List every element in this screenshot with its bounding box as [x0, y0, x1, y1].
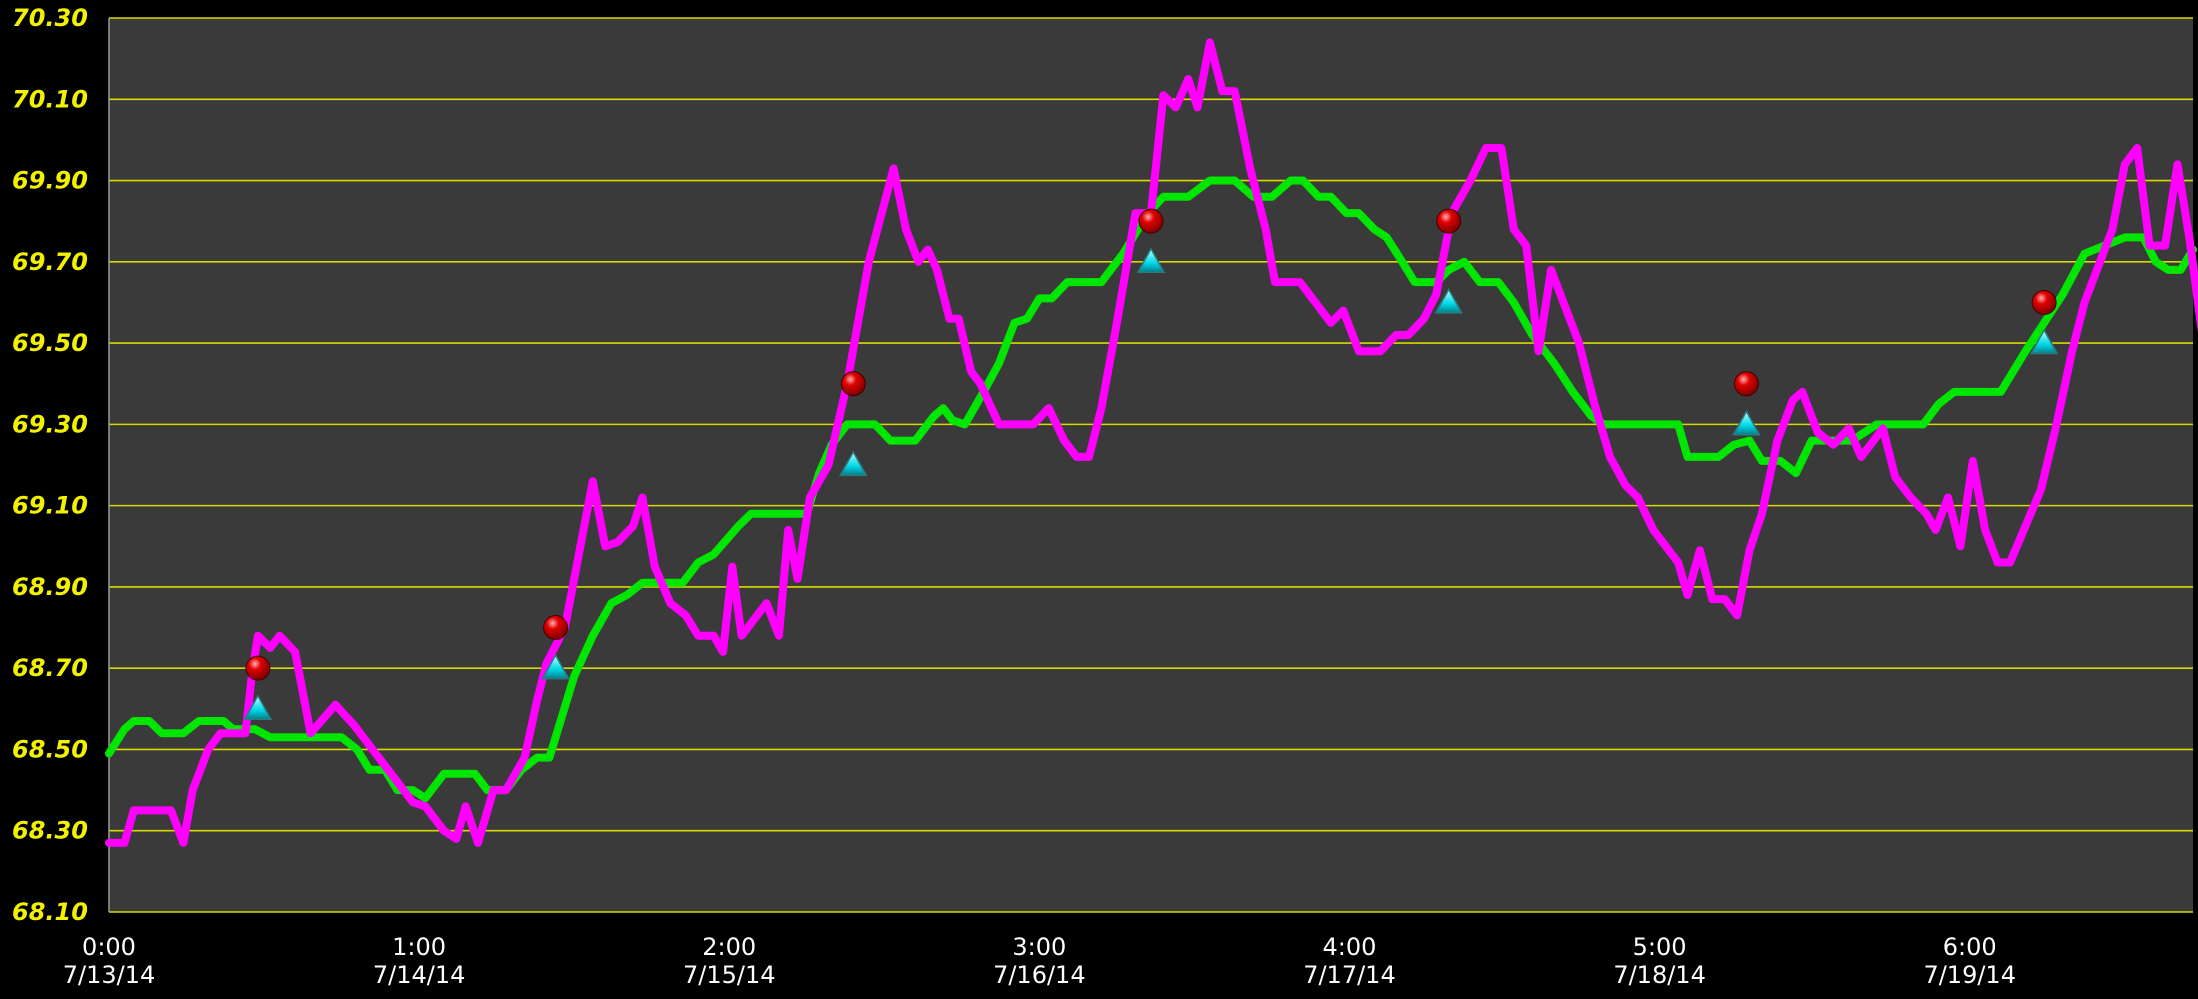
y-tick-label: 68.30	[12, 817, 88, 845]
cyan-triangle-marker	[1136, 247, 1166, 273]
x-tick-time-label: 2:00	[702, 933, 756, 961]
x-tick-time-label: 3:00	[1012, 933, 1066, 961]
cyan-triangle-marker	[1732, 409, 1761, 436]
y-tick-label: 68.50	[12, 735, 88, 763]
plot-area	[109, 18, 2193, 912]
y-tick-label: 69.90	[12, 167, 88, 195]
red-circle-marker	[2031, 289, 2057, 315]
cyan-triangle-marker	[541, 653, 570, 680]
x-axis-ticks: 0:007/13/141:007/14/142:007/15/143:007/1…	[63, 933, 2016, 989]
x-tick-date-label: 7/14/14	[373, 961, 466, 989]
x-tick-time-label: 4:00	[1323, 933, 1377, 961]
red-circle-marker	[1436, 208, 1462, 234]
red-circle-marker	[245, 655, 271, 681]
x-tick-date-label: 7/15/14	[683, 961, 776, 989]
y-tick-label: 69.70	[12, 248, 88, 276]
y-axis-ticks: 68.10 68.30 68.50 68.70 68.90 69.10 69.30 69.50…	[12, 4, 88, 926]
y-tick-label: 68.90	[12, 573, 88, 601]
x-tick-time-label: 5:00	[1633, 933, 1687, 961]
x-tick-date-label: 7/19/14	[1923, 961, 2016, 989]
y-tick-label: 69.50	[12, 329, 88, 357]
series-layer	[105, 38, 2198, 847]
y-tick-label: 69.10	[12, 492, 88, 520]
y-tick-label: 68.70	[12, 654, 88, 682]
y-tick-label: 70.10	[12, 85, 88, 113]
cyan-triangle-marker	[243, 694, 273, 720]
x-tick-date-label: 7/17/14	[1303, 961, 1396, 989]
red-circle-marker	[1733, 371, 1759, 397]
cyan-triangle-marker	[2029, 328, 2059, 355]
magenta-series-line	[105, 38, 2198, 847]
x-tick-date-label: 7/13/14	[63, 961, 156, 989]
x-tick-date-label: 7/18/14	[1613, 961, 1706, 989]
y-tick-label: 70.30	[12, 4, 88, 32]
green-series-line	[105, 176, 2197, 803]
x-tick-date-label: 7/16/14	[993, 961, 1086, 989]
cyan-triangle-marker	[1434, 287, 1463, 314]
x-tick-time-label: 6:00	[1943, 933, 1997, 961]
x-tick-time-label: 1:00	[392, 933, 446, 961]
cyan-triangle-marker	[839, 450, 868, 477]
red-circle-marker	[1138, 208, 1164, 234]
x-tick-time-label: 0:00	[82, 933, 136, 961]
y-tick-label: 68.10	[12, 898, 88, 926]
y-tick-label: 69.30	[12, 410, 88, 438]
red-circle-marker	[840, 371, 866, 397]
marker-layer	[243, 208, 2059, 720]
red-circle-marker	[543, 615, 569, 641]
